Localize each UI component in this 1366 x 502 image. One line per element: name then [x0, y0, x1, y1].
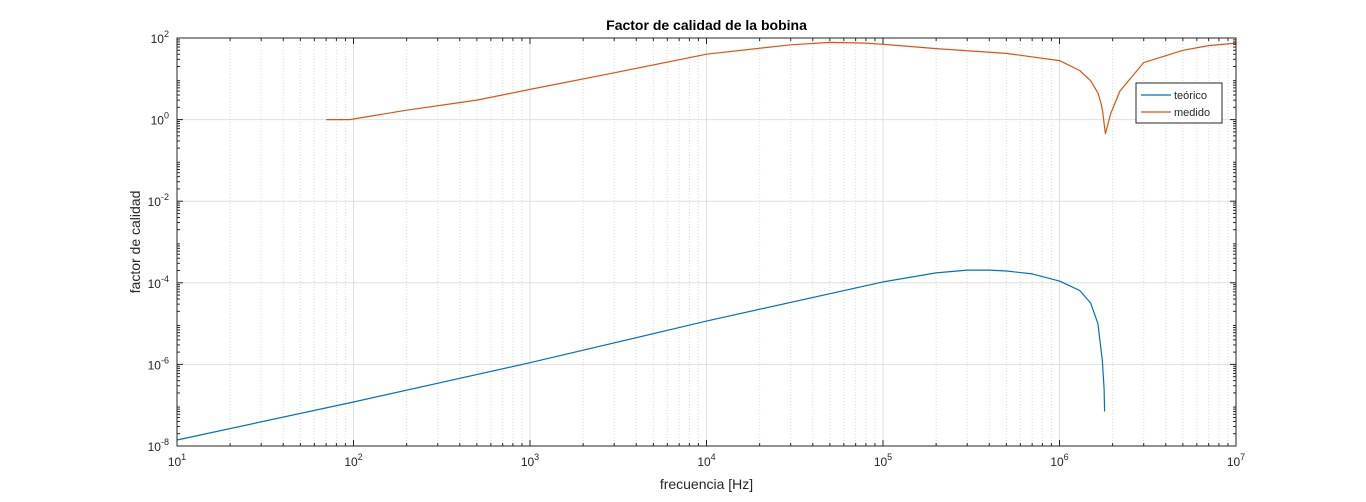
- legend-label-1: teórico: [1174, 90, 1207, 102]
- chart-title: Factor de calidad de la bobina: [606, 17, 807, 33]
- x-axis-label: frecuencia [Hz]: [660, 476, 753, 492]
- y-tick-label: 100: [151, 111, 169, 128]
- grid-lines: [176, 37, 1237, 447]
- y-tick-label: 10-6: [148, 355, 169, 372]
- x-tick-label: 103: [521, 452, 539, 469]
- series-line-1: [176, 269, 1106, 441]
- x-tick-label: 102: [344, 452, 362, 469]
- x-tick-label: 106: [1050, 452, 1068, 469]
- legend-label-2: medido: [1174, 107, 1210, 119]
- y-axis-label: factor de calidad: [127, 191, 143, 294]
- x-tick-label: 107: [1227, 452, 1245, 469]
- axis-ticks: 101 102 103 104 105 106 107 10-8 10-6 10-4 10-2 100…: [148, 29, 1246, 469]
- y-tick-label: 10-8: [148, 437, 169, 454]
- y-tick-label: 10-2: [148, 192, 169, 209]
- x-tick-label: 101: [168, 452, 186, 469]
- legend: teórico medido: [1135, 82, 1223, 124]
- y-tick-label: 10-4: [148, 274, 169, 291]
- legend-box: [1135, 82, 1223, 124]
- x-tick-label: 104: [697, 452, 715, 469]
- x-tick-label: 105: [874, 452, 892, 469]
- plot-lines: [176, 41, 1237, 441]
- series-line-2: [326, 41, 1237, 135]
- y-tick-label: 102: [151, 29, 169, 46]
